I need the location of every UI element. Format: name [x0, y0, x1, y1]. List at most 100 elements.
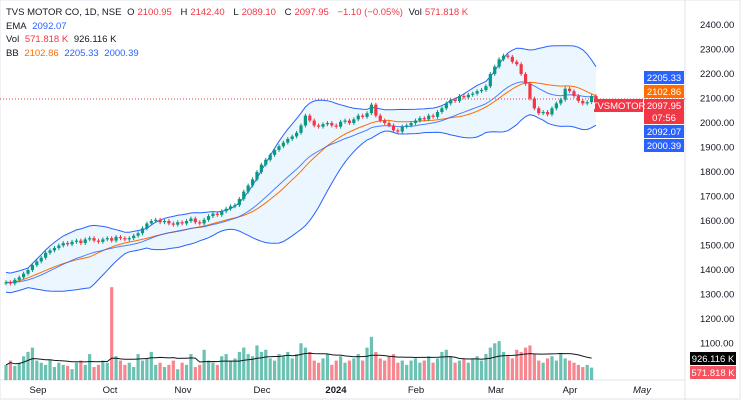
volume-bar	[88, 354, 92, 380]
volume-bar	[532, 354, 536, 380]
chart-legend: TVS MOTOR CO, 1D, NSE O 2100.95 H 2142.40 …	[6, 6, 474, 60]
volume-bar	[545, 358, 550, 380]
candle	[541, 111, 545, 114]
volume-bar	[83, 364, 87, 380]
candle	[387, 123, 391, 126]
ema-tag: 2092.07	[647, 127, 681, 138]
candle	[184, 221, 189, 224]
volume-bar	[202, 349, 206, 380]
volume-bar	[312, 360, 316, 380]
candle	[405, 125, 409, 127]
volume-bar	[8, 360, 13, 380]
x-tick-label: Mar	[488, 385, 504, 396]
candle	[264, 159, 268, 165]
vol-ma-value: 926.116 K	[73, 34, 117, 45]
ema-value: 2092.07	[32, 20, 67, 32]
volume-bar	[427, 356, 431, 380]
candle	[352, 119, 356, 123]
bb-legend-row[interactable]: BB 2102.86 2205.33 2000.39	[6, 47, 474, 61]
volume-bar	[519, 351, 523, 380]
symbol-legend-row: TVS MOTOR CO, 1D, NSE O 2100.95 H 2142.40 …	[6, 6, 474, 20]
volume-bar	[334, 360, 338, 380]
candle	[510, 56, 514, 62]
volume-bar	[343, 362, 347, 380]
vol: 571.818 K	[424, 7, 469, 18]
candle	[237, 198, 241, 206]
candle	[449, 99, 453, 104]
candle	[493, 66, 497, 74]
candle	[532, 98, 536, 109]
candle	[418, 118, 422, 121]
candle	[114, 236, 118, 241]
volume-bar	[61, 364, 65, 380]
symbol-name[interactable]: TVS MOTOR CO, 1D, NSE	[6, 7, 122, 18]
volume-ma-line	[5, 352, 592, 366]
vol-legend-row[interactable]: Vol 571.818 K 926.116 K	[6, 33, 474, 47]
bb-fill	[6, 45, 596, 293]
volume-bar	[281, 356, 285, 380]
volume-bar	[193, 367, 197, 380]
volume-bar	[92, 367, 96, 380]
candle	[519, 64, 523, 74]
candle	[70, 241, 74, 245]
candle	[347, 120, 352, 123]
y-tick-label: 1500.00	[700, 241, 734, 252]
volume-bar	[330, 364, 334, 380]
candle	[444, 103, 448, 109]
candle	[457, 96, 462, 101]
volume-bar	[211, 362, 215, 380]
volume-bar	[57, 362, 61, 380]
volume-bar	[74, 362, 79, 380]
bb-lower-tag-bg	[644, 139, 684, 152]
y-tick-label: 1100.00	[700, 339, 734, 350]
candle	[317, 125, 321, 127]
volume-bar	[272, 360, 277, 380]
volume-bar	[308, 351, 312, 380]
y-tick-label: 1700.00	[700, 192, 734, 203]
volume-bar	[26, 351, 30, 380]
candle	[422, 118, 426, 120]
volume-bar	[206, 360, 211, 380]
volume-bar	[52, 367, 57, 380]
candle	[259, 164, 263, 172]
candle	[581, 100, 585, 104]
price-tag-bg	[644, 99, 684, 124]
volume-bar	[453, 362, 457, 380]
candle	[105, 238, 109, 240]
candle	[132, 235, 136, 239]
candle	[193, 218, 197, 223]
volume-bar	[581, 367, 585, 380]
countdown-tag: 07:56	[652, 113, 676, 124]
candle	[361, 115, 365, 117]
candle	[321, 124, 325, 127]
bb-basis-tag-bg	[644, 85, 684, 98]
candle	[13, 279, 17, 284]
candle	[594, 96, 598, 99]
candle	[303, 115, 308, 126]
candle	[206, 216, 211, 220]
candle	[479, 89, 484, 92]
volume-bar	[541, 362, 545, 380]
volume-bar	[501, 351, 506, 380]
candle	[250, 179, 255, 186]
volume-bar	[449, 356, 453, 380]
volume-bar	[176, 369, 180, 380]
ema-legend-row[interactable]: EMA 2092.07	[6, 20, 474, 34]
volume-bar	[290, 358, 294, 380]
candle	[435, 111, 440, 117]
volume-bar	[347, 360, 352, 380]
candle	[255, 172, 259, 180]
candle	[228, 206, 233, 209]
volume-bar	[136, 354, 140, 380]
ticker-tag: TVSMOTOR	[592, 101, 646, 112]
candle	[233, 205, 237, 207]
open-label: O	[127, 7, 135, 18]
volume-bar	[167, 364, 171, 380]
candle	[189, 218, 193, 221]
volume-bar	[299, 343, 303, 380]
volume-bar	[444, 349, 448, 380]
candle	[567, 88, 572, 92]
y-tick-label: 1900.00	[700, 143, 734, 154]
volume-bar	[361, 360, 365, 380]
